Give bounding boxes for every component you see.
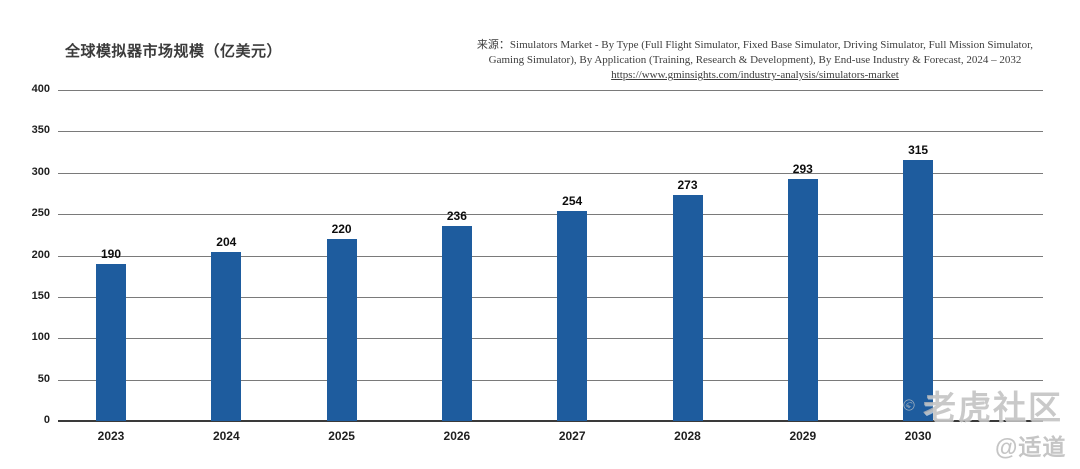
bar-2029 bbox=[787, 178, 818, 421]
bar-value-label: 273 bbox=[677, 178, 698, 193]
gridline bbox=[58, 90, 1043, 91]
y-axis-tick-label: 50 bbox=[37, 372, 50, 385]
source-note: 来源：Simulators Market - By Type (Full Fli… bbox=[462, 38, 1048, 83]
x-axis-label: 2025 bbox=[328, 429, 355, 443]
x-axis-line bbox=[58, 420, 1043, 422]
gridline bbox=[58, 338, 1043, 340]
source-label: 来源： bbox=[476, 39, 510, 51]
y-axis-tick-label: 200 bbox=[31, 248, 50, 261]
gridline bbox=[58, 214, 1043, 216]
y-axis-tick-label: 250 bbox=[31, 207, 50, 220]
y-axis-tick-label: 350 bbox=[31, 124, 50, 137]
bar-2027 bbox=[557, 210, 588, 421]
x-axis-label: 2030 bbox=[904, 429, 932, 443]
y-axis-tick-label: 300 bbox=[31, 165, 50, 178]
gridline bbox=[58, 255, 1043, 257]
bar-value-label: 254 bbox=[562, 193, 583, 208]
x-axis-label: 2027 bbox=[558, 429, 586, 443]
x-axis-label: 2029 bbox=[789, 429, 817, 443]
y-axis-tick-label: 150 bbox=[31, 289, 50, 302]
bar-2025 bbox=[326, 238, 357, 421]
chart-title: 全球模拟器市场规模（亿美元） bbox=[65, 43, 283, 60]
bar-value-label: 204 bbox=[216, 235, 237, 250]
x-axis-label: 2023 bbox=[97, 429, 125, 443]
bar-value-label: 315 bbox=[908, 143, 929, 158]
bar-2023 bbox=[96, 263, 126, 421]
watermark-handle: @适道 bbox=[995, 434, 1067, 460]
x-axis-label: 2024 bbox=[212, 429, 240, 443]
bar-value-label: 190 bbox=[100, 246, 122, 261]
gridline bbox=[58, 172, 1043, 174]
gridline bbox=[58, 131, 1043, 133]
y-axis-tick-label: 0 bbox=[43, 414, 50, 426]
x-axis-label: 2026 bbox=[443, 429, 471, 443]
y-axis-tick-label: 100 bbox=[31, 331, 50, 344]
source-link[interactable]: https://www.gminsights.com/industry-anal… bbox=[611, 69, 899, 81]
gridline bbox=[58, 296, 1043, 298]
gridline bbox=[58, 379, 1043, 381]
y-axis-tick-label: 400 bbox=[31, 83, 50, 95]
bar-2026 bbox=[441, 225, 472, 421]
bar-2024 bbox=[211, 252, 242, 421]
source-text: Simulators Market - By Type (Full Flight… bbox=[488, 39, 1034, 66]
bar-value-label: 236 bbox=[446, 208, 467, 223]
x-axis-label: 2028 bbox=[674, 429, 701, 443]
bar-value-label: 293 bbox=[792, 161, 813, 176]
bar-2028 bbox=[672, 195, 703, 421]
bar-2030 bbox=[903, 160, 934, 421]
bar-value-label: 220 bbox=[331, 221, 352, 236]
